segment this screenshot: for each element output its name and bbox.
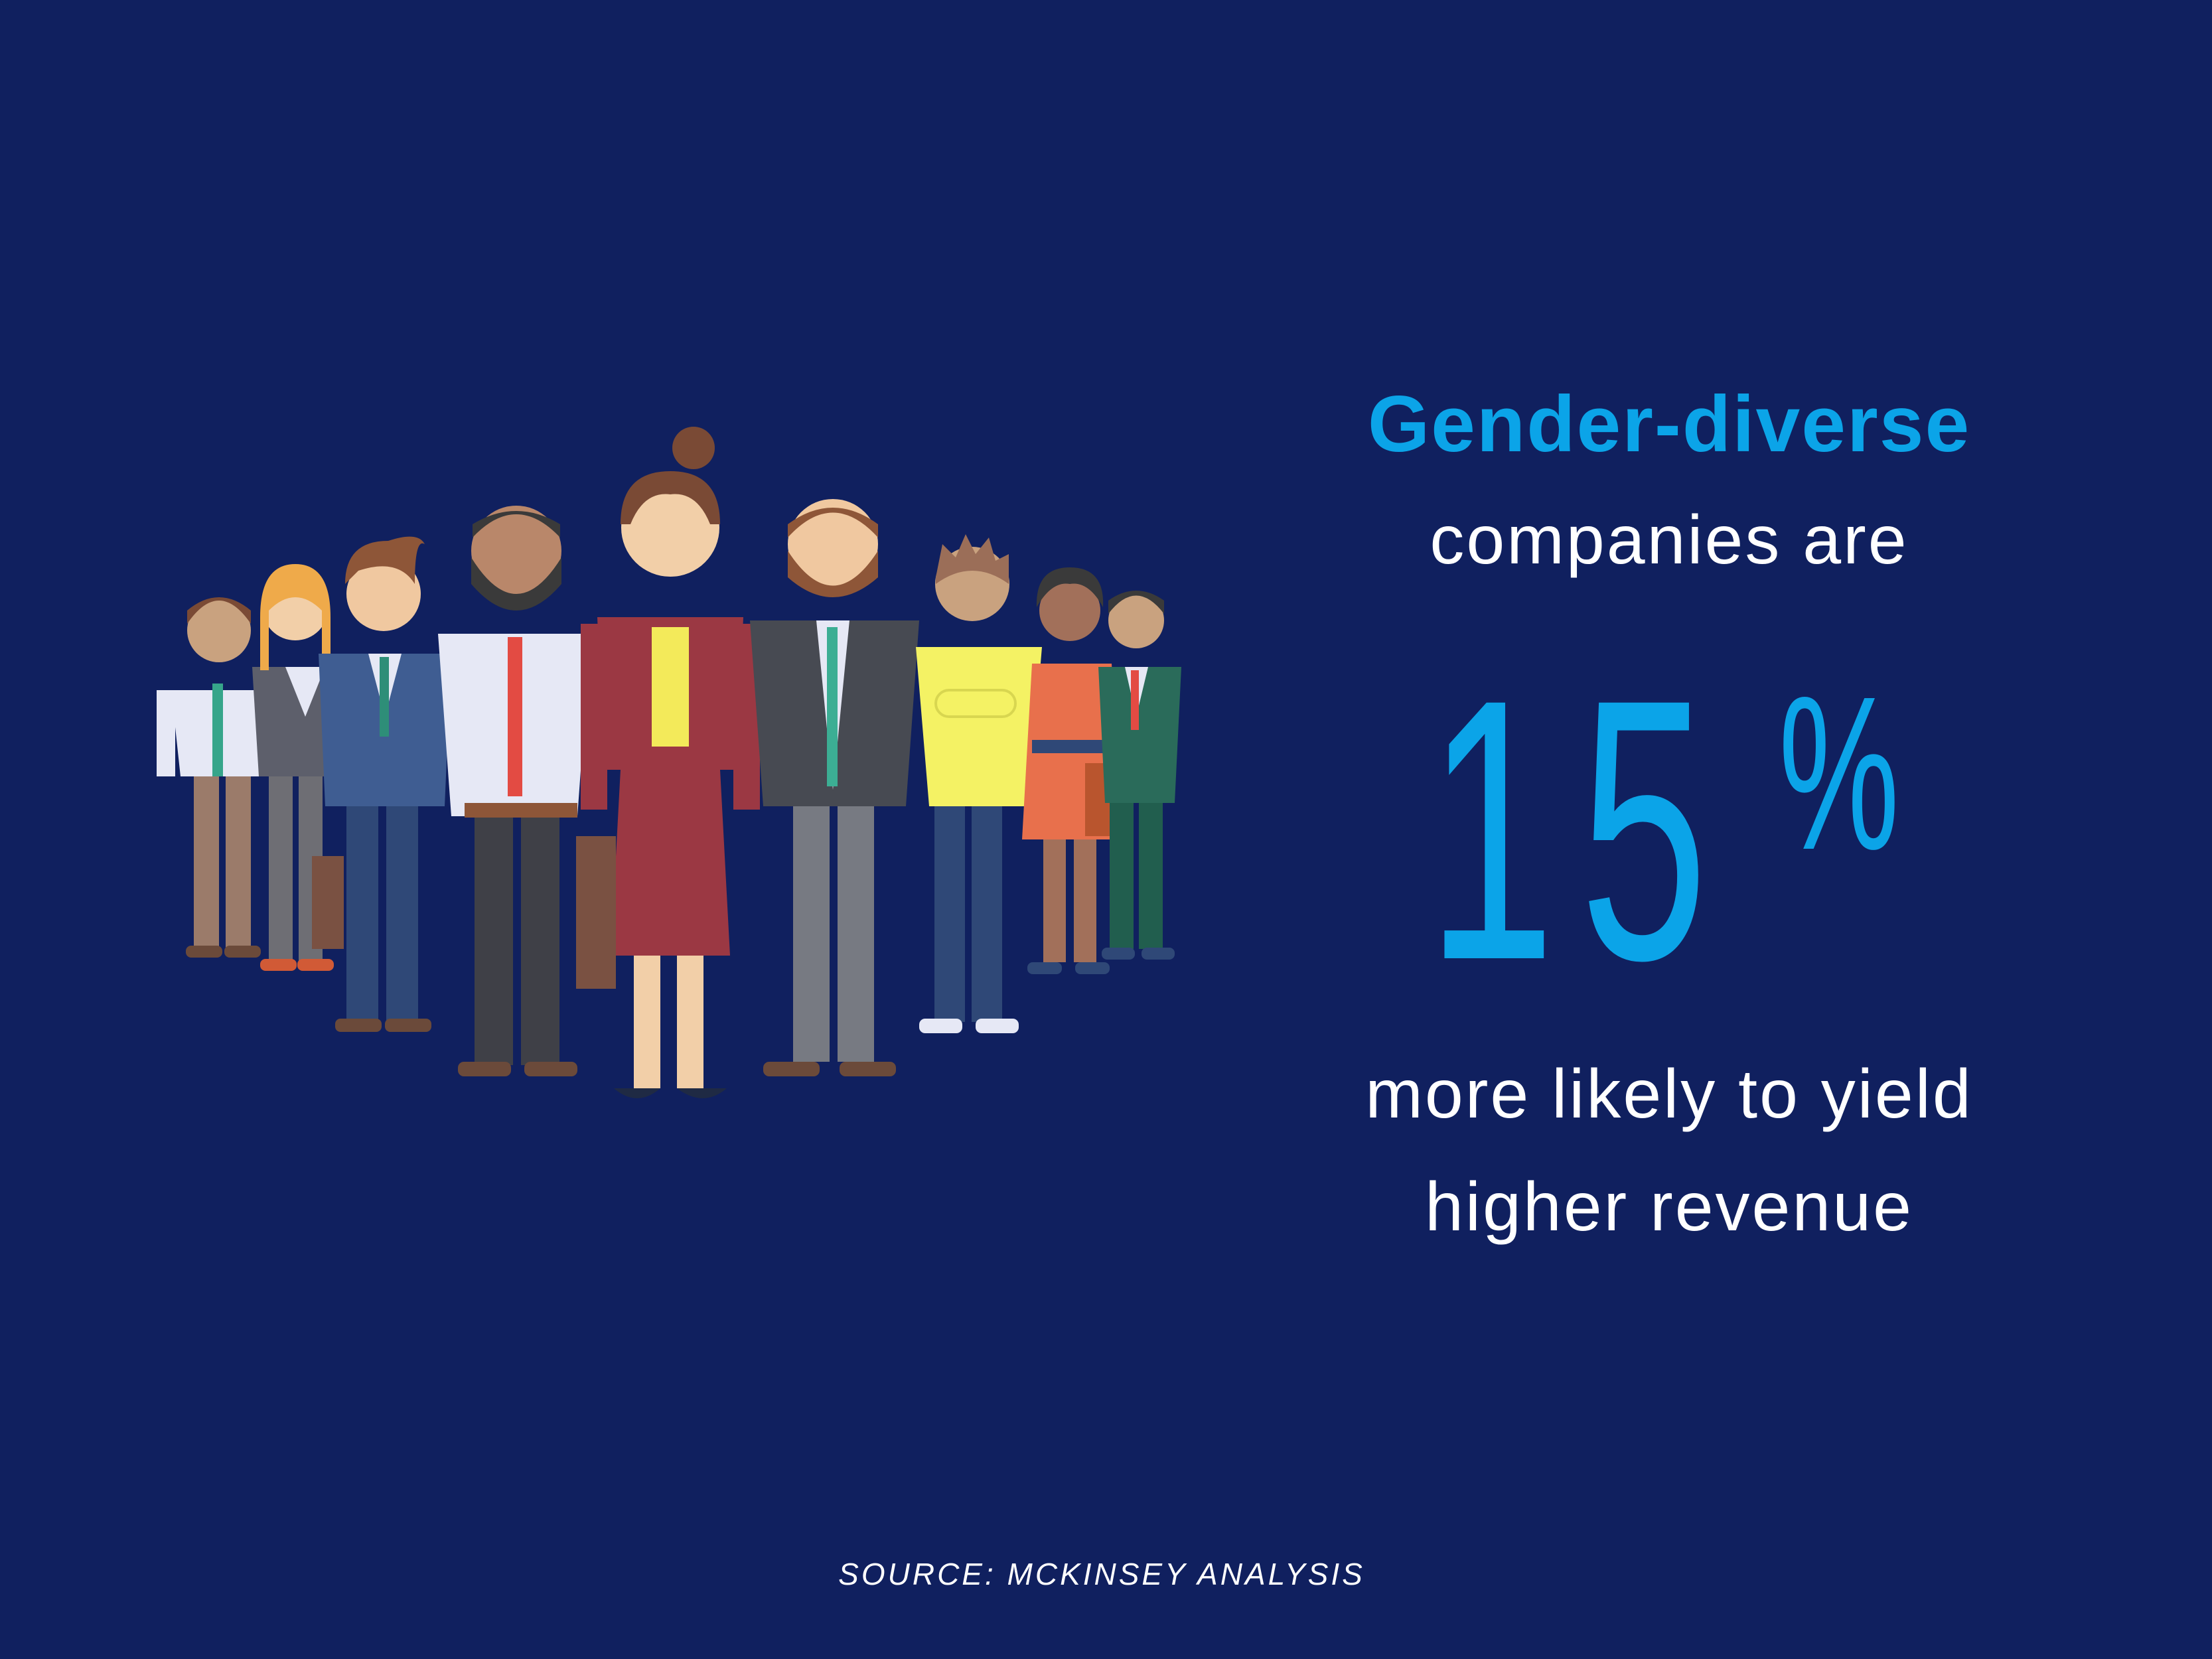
statistic-unit: % bbox=[1779, 650, 1899, 895]
person-icon bbox=[252, 564, 344, 971]
headline-accent: Gender-diverse bbox=[1367, 380, 1971, 469]
statistic-number: 15 bbox=[1427, 622, 1733, 1037]
person-icon bbox=[438, 506, 591, 1076]
headline-line-1: companies are bbox=[1430, 502, 1909, 579]
person-icon bbox=[750, 499, 919, 1076]
person-icon bbox=[319, 536, 451, 1032]
person-icon bbox=[1098, 591, 1181, 960]
source-note: SOURCE: MCKINSEY ANALYSIS bbox=[838, 1557, 1365, 1591]
headline-line-2: more likely to yield bbox=[1365, 1056, 1973, 1133]
person-icon bbox=[576, 427, 760, 1098]
team-illustration bbox=[157, 427, 1181, 1098]
headline-line-3: higher revenue bbox=[1425, 1169, 1913, 1246]
person-icon bbox=[916, 534, 1042, 1033]
